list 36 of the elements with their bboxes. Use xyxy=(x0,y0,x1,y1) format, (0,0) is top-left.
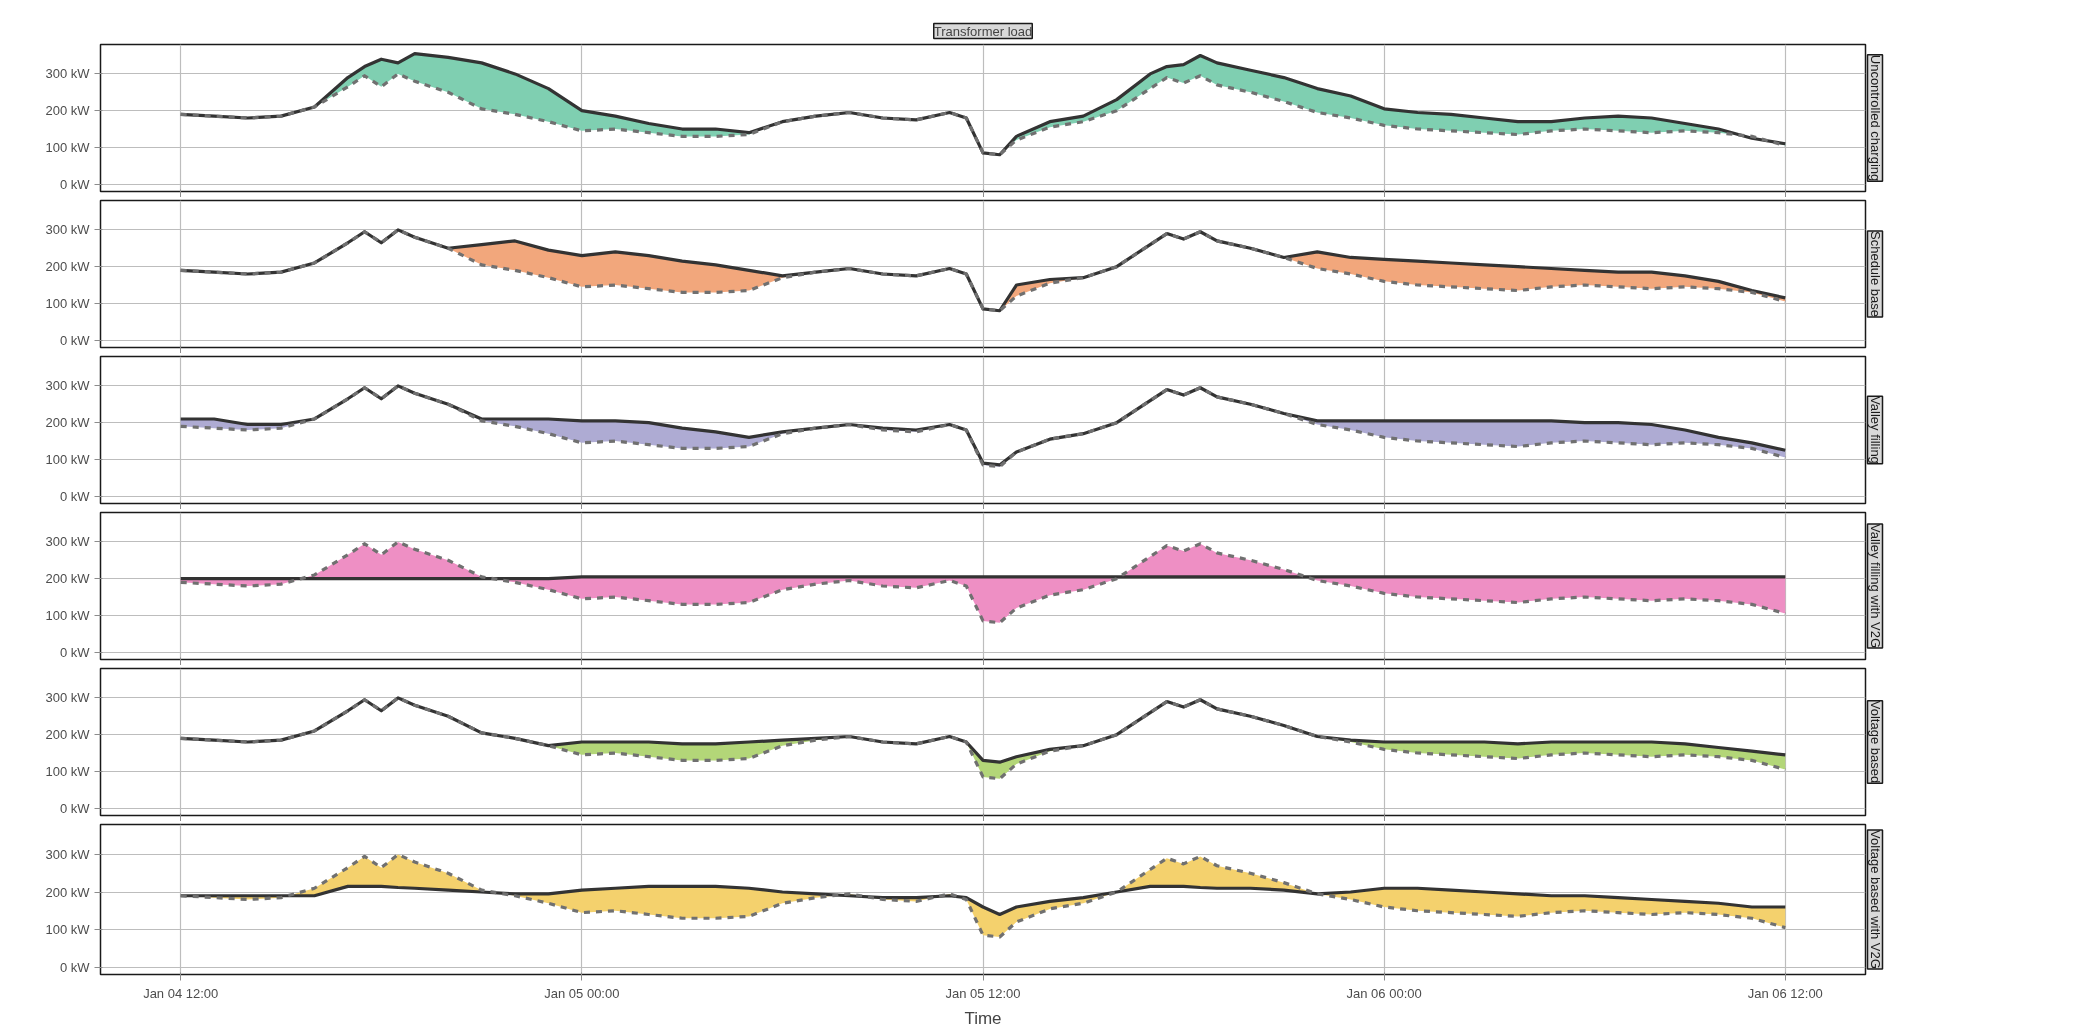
y-tick-label: 300 kW xyxy=(45,66,91,82)
y-tick-label: 0 kW xyxy=(59,176,91,192)
text: Voltage based with V2G xyxy=(1867,830,1883,969)
y-tick-label: 300 kW xyxy=(45,534,91,550)
y-tick-label: 100 kW xyxy=(45,922,91,937)
x-tick-label: Jan 05 00:00 xyxy=(544,985,620,1001)
y-tick-label: 100 kW xyxy=(45,607,91,623)
text: Valley filling xyxy=(1867,396,1883,464)
y-tick-label: 300 kW xyxy=(45,378,91,394)
y-tick-label: 200 kW xyxy=(45,727,91,743)
y-tick-label: 300 kW xyxy=(45,690,91,706)
x-tick-label: Jan 05 12:00 xyxy=(945,985,1021,1001)
y-tick-label: 200 kW xyxy=(45,103,91,119)
y-tick-label: 200 kW xyxy=(45,884,91,900)
text: Voltage based xyxy=(1867,700,1883,784)
y-tick-label: 100 kW xyxy=(45,295,91,311)
x-tick-label: Jan 06 00:00 xyxy=(1346,985,1422,1001)
y-tick-label: 0 kW xyxy=(59,488,91,504)
y-tick-label: 200 kW xyxy=(45,571,91,587)
y-tick-label: 0 kW xyxy=(59,800,91,816)
text: Valley filling with V2G xyxy=(1867,523,1883,649)
y-tick-label: 100 kW xyxy=(45,763,91,779)
y-tick-label: 300 kW xyxy=(45,847,91,862)
y-tick-label: 0 kW xyxy=(59,959,91,975)
text: Uncontrolled charging xyxy=(1867,54,1883,182)
x-axis-title: Time xyxy=(964,1008,1002,1028)
y-tick-label: 0 kW xyxy=(59,332,91,348)
text: Schedule base xyxy=(1867,230,1883,318)
y-tick-label: 100 kW xyxy=(45,451,91,467)
y-tick-label: 200 kW xyxy=(45,415,91,431)
y-tick-label: 200 kW xyxy=(45,259,91,275)
x-tick-label: Jan 06 12:00 xyxy=(1747,985,1823,1001)
y-tick-label: 0 kW xyxy=(59,644,91,660)
x-tick-label: Jan 04 12:00 xyxy=(143,985,219,1001)
y-tick-label: 100 kW xyxy=(45,139,91,155)
y-tick-label: 300 kW xyxy=(45,222,91,238)
